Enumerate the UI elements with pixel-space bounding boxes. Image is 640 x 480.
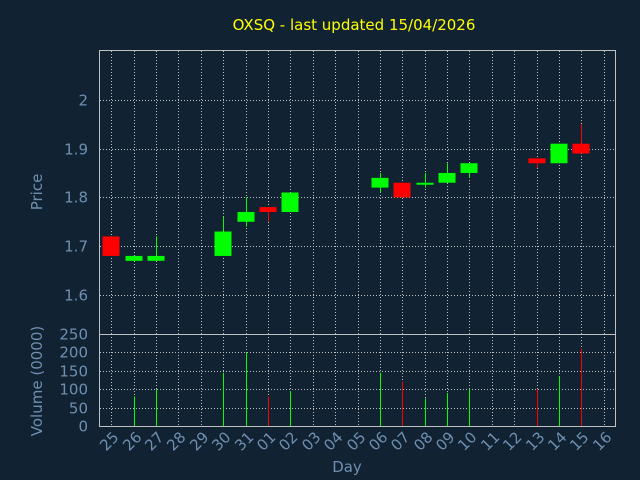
volume-tick-label: 150 bbox=[59, 363, 88, 381]
volume-bars bbox=[134, 348, 582, 426]
candle-body bbox=[237, 212, 255, 222]
candle-body bbox=[371, 177, 389, 188]
volume-tick-label: 0 bbox=[78, 418, 88, 436]
chart-title: OXSQ - last updated 15/04/2026 bbox=[233, 16, 476, 34]
volume-axis-label: Volume (0000) bbox=[28, 326, 46, 436]
candle-body bbox=[572, 143, 590, 154]
candle-body bbox=[125, 255, 143, 261]
price-grid bbox=[100, 51, 615, 334]
candle-body bbox=[393, 182, 411, 198]
candle-body bbox=[416, 182, 434, 185]
candle-body bbox=[528, 158, 546, 164]
x-axis-ticks: 2526272829303101020304050607080910111213… bbox=[96, 428, 615, 454]
volume-tick-label: 100 bbox=[59, 381, 88, 399]
volume-grid bbox=[100, 334, 615, 426]
volume-tick-label: 200 bbox=[59, 344, 88, 362]
candle-body bbox=[438, 172, 456, 183]
volume-plot-frame bbox=[99, 334, 616, 427]
volume-tick-label: 50 bbox=[69, 400, 88, 418]
price-tick-label: 1.8 bbox=[64, 189, 88, 207]
candle-body bbox=[259, 207, 277, 213]
candle-body bbox=[281, 192, 299, 213]
price-axis-label: Price bbox=[28, 174, 46, 211]
candle-body bbox=[550, 143, 568, 164]
price-panel: 1.6 1.7 1.8 1.9 2 Price bbox=[28, 50, 616, 335]
price-tick-label: 2 bbox=[78, 92, 88, 110]
candle-body bbox=[214, 231, 232, 256]
volume-tick-label: 250 bbox=[59, 326, 88, 344]
price-tick-label: 1.7 bbox=[64, 238, 88, 256]
candles bbox=[102, 124, 590, 261]
candle-body bbox=[102, 236, 120, 256]
price-tick-label: 1.9 bbox=[64, 141, 88, 159]
price-tick-label: 1.6 bbox=[64, 287, 88, 305]
candle-body bbox=[460, 163, 478, 173]
x-axis-label: Day bbox=[332, 458, 362, 476]
price-y-ticks: 1.6 1.7 1.8 1.9 2 bbox=[64, 92, 88, 305]
candle-body bbox=[147, 255, 165, 261]
